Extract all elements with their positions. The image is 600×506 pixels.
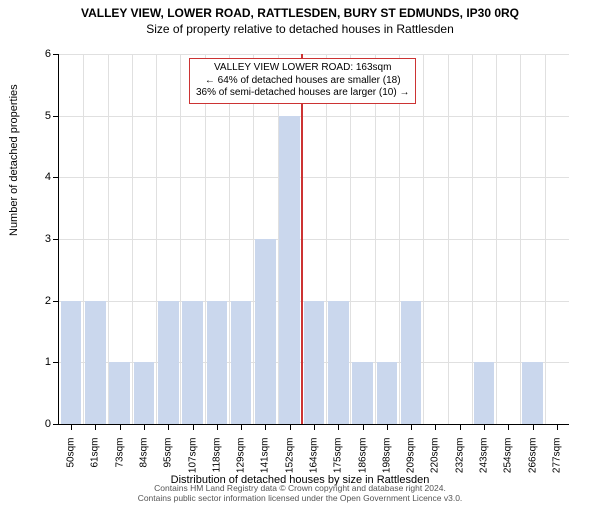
- bar: [61, 301, 82, 424]
- gridline-v: [448, 54, 449, 424]
- bar: [522, 362, 543, 424]
- bar: [352, 362, 373, 424]
- x-tick: [338, 424, 339, 430]
- page-title: VALLEY VIEW, LOWER ROAD, RATTLESDEN, BUR…: [0, 6, 600, 20]
- y-tick-label: 1: [31, 356, 51, 368]
- y-tick: [53, 301, 59, 302]
- y-tick-label: 0: [31, 418, 51, 430]
- x-tick: [217, 424, 218, 430]
- gridline-h: [59, 239, 569, 240]
- bar: [231, 301, 252, 424]
- bar: [85, 301, 106, 424]
- x-tick: [265, 424, 266, 430]
- x-tick: [363, 424, 364, 430]
- x-tick: [241, 424, 242, 430]
- annotation-line-3: 36% of semi-detached houses are larger (…: [196, 87, 409, 100]
- chart-area: 012345650sqm61sqm73sqm84sqm95sqm107sqm11…: [58, 54, 569, 425]
- y-tick: [53, 116, 59, 117]
- y-axis-title: Number of detached properties: [8, 84, 20, 236]
- x-tick: [484, 424, 485, 430]
- x-tick: [508, 424, 509, 430]
- x-tick: [168, 424, 169, 430]
- x-tick: [387, 424, 388, 430]
- gridline-h: [59, 177, 569, 178]
- page-subtitle: Size of property relative to detached ho…: [0, 22, 600, 36]
- y-tick-label: 4: [31, 171, 51, 183]
- x-tick: [290, 424, 291, 430]
- bar: [279, 116, 300, 424]
- y-tick: [53, 424, 59, 425]
- y-tick: [53, 54, 59, 55]
- bar: [255, 239, 276, 424]
- footer-line-2: Contains public sector information licen…: [0, 494, 600, 504]
- gridline-v: [423, 54, 424, 424]
- y-tick: [53, 177, 59, 178]
- bar: [158, 301, 179, 424]
- x-tick: [557, 424, 558, 430]
- x-tick: [314, 424, 315, 430]
- bar: [377, 362, 398, 424]
- footer-text: Contains HM Land Registry data © Crown c…: [0, 484, 600, 504]
- bar: [182, 301, 203, 424]
- bar: [474, 362, 495, 424]
- y-tick-label: 5: [31, 110, 51, 122]
- x-tick: [95, 424, 96, 430]
- x-tick: [193, 424, 194, 430]
- gridline-v: [496, 54, 497, 424]
- x-tick: [71, 424, 72, 430]
- gridline-h: [59, 116, 569, 117]
- x-tick: [120, 424, 121, 430]
- x-tick: [435, 424, 436, 430]
- x-tick: [411, 424, 412, 430]
- x-tick: [144, 424, 145, 430]
- x-tick: [533, 424, 534, 430]
- x-tick: [460, 424, 461, 430]
- bar: [134, 362, 155, 424]
- annotation-box: VALLEY VIEW LOWER ROAD: 163sqm← 64% of d…: [189, 58, 416, 104]
- bar: [304, 301, 325, 424]
- y-tick-label: 6: [31, 48, 51, 60]
- y-tick-label: 2: [31, 295, 51, 307]
- annotation-line-2: ← 64% of detached houses are smaller (18…: [196, 75, 409, 88]
- bar: [328, 301, 349, 424]
- y-tick: [53, 239, 59, 240]
- annotation-line-1: VALLEY VIEW LOWER ROAD: 163sqm: [196, 62, 409, 75]
- bar: [109, 362, 130, 424]
- highlight-line: [301, 54, 303, 424]
- gridline-v: [545, 54, 546, 424]
- bar: [207, 301, 228, 424]
- y-tick-label: 3: [31, 233, 51, 245]
- bar: [401, 301, 422, 424]
- gridline-h: [59, 54, 569, 55]
- y-tick: [53, 362, 59, 363]
